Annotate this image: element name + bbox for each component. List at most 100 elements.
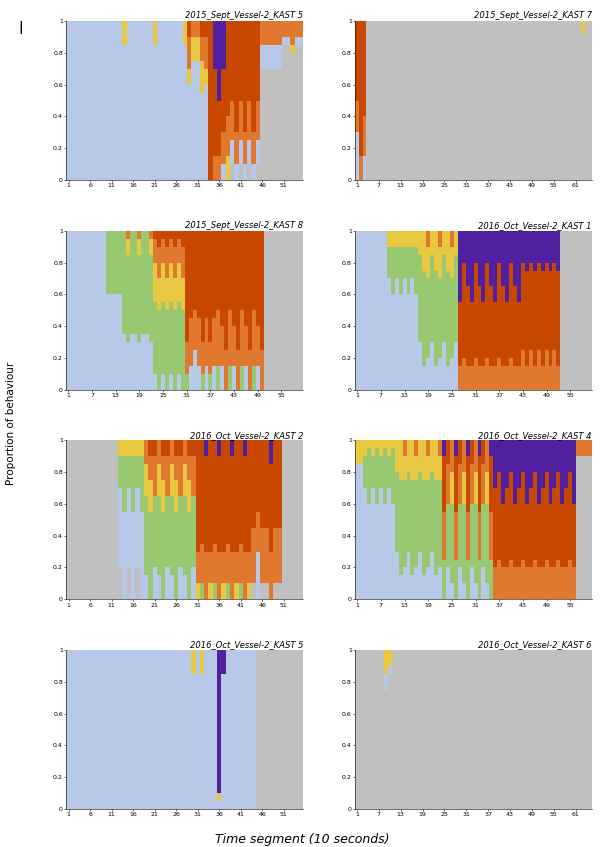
Bar [434,366,438,390]
Bar [561,440,564,504]
Bar [581,34,585,180]
Bar [92,650,97,809]
Bar [450,440,454,472]
Bar [92,440,97,600]
Bar [537,440,541,504]
Bar [572,567,576,600]
Bar [512,650,515,809]
Bar [458,440,461,464]
Bar [149,255,153,342]
Bar [370,650,373,809]
Bar [114,650,118,809]
Bar [501,567,505,600]
Bar [277,45,281,69]
Bar [371,488,375,600]
Bar [564,230,568,390]
Bar [454,230,458,255]
Bar [517,366,521,390]
Bar [474,230,478,263]
Bar [256,650,260,809]
Bar [213,366,216,390]
Bar [84,21,88,180]
Bar [201,374,205,390]
Bar [123,457,127,512]
Bar [545,21,548,180]
Bar [191,440,196,457]
Bar [161,302,165,374]
Bar [114,440,118,600]
Bar [556,21,559,180]
Bar [281,440,286,600]
Bar [387,457,391,488]
Bar [588,440,592,457]
Bar [479,650,483,809]
Bar [474,584,478,600]
Bar [381,650,384,809]
Bar [497,357,501,390]
Bar [438,457,442,480]
Text: 2016_Oct_Vessel-2_KAST 1: 2016_Oct_Vessel-2_KAST 1 [478,221,592,230]
Bar [533,560,537,600]
Bar [422,230,426,270]
Bar [252,310,256,366]
Bar [568,560,572,600]
Bar [217,101,222,156]
Bar [446,567,450,600]
Bar [173,246,177,279]
Bar [576,440,580,457]
Bar [442,457,446,512]
Bar [434,575,438,600]
Bar [432,21,435,180]
Bar [153,263,157,302]
Bar [422,480,426,575]
Bar [513,286,517,366]
Bar [208,650,213,809]
Bar [402,246,406,279]
Bar [454,342,458,390]
Bar [265,45,269,69]
Bar [522,21,526,180]
Bar [478,366,481,390]
Bar [251,528,256,584]
Bar [197,318,201,366]
Bar [461,584,466,600]
Bar [165,246,169,279]
Bar [373,650,377,809]
Bar [517,440,521,488]
Bar [581,21,585,34]
Bar [260,69,265,180]
Bar [556,270,561,366]
Bar [381,21,384,180]
Bar [528,263,533,350]
Bar [140,650,144,809]
Bar [538,21,541,180]
Bar [567,21,570,180]
Bar [454,512,458,560]
Bar [140,457,144,512]
Bar [251,164,256,180]
Bar [244,230,248,326]
Bar [281,45,286,180]
Bar [359,650,362,809]
Bar [251,21,256,132]
Bar [402,21,406,180]
Bar [205,366,208,390]
Bar [537,230,541,263]
Bar [497,230,501,263]
Bar [464,650,468,809]
Bar [425,650,428,809]
Bar [256,440,260,512]
Bar [417,21,421,180]
Bar [88,440,92,600]
Bar [196,37,200,61]
Bar [399,650,402,809]
Bar [466,512,470,560]
Bar [126,239,130,255]
Bar [478,440,481,457]
Bar [204,440,208,457]
Bar [568,230,572,390]
Bar [481,230,486,302]
Bar [541,21,545,180]
Bar [501,366,505,390]
Bar [556,560,561,600]
